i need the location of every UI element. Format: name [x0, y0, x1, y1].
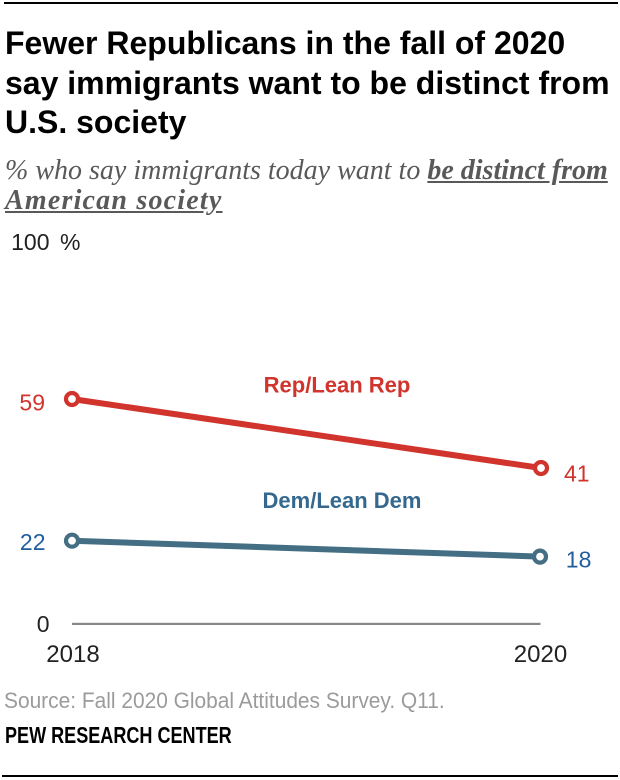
svg-text:Rep/Lean Rep: Rep/Lean Rep — [264, 373, 411, 398]
svg-text:100: 100 — [11, 229, 49, 255]
svg-text:0: 0 — [37, 611, 50, 637]
svg-text:2018: 2018 — [46, 641, 99, 668]
svg-text:18: 18 — [566, 547, 592, 573]
svg-text:2020: 2020 — [514, 641, 567, 668]
svg-text:22: 22 — [20, 529, 46, 555]
svg-text:Dem/Lean Dem: Dem/Lean Dem — [263, 488, 422, 513]
svg-text:41: 41 — [564, 461, 590, 487]
svg-text:%: % — [60, 229, 80, 255]
svg-text:59: 59 — [19, 390, 45, 416]
